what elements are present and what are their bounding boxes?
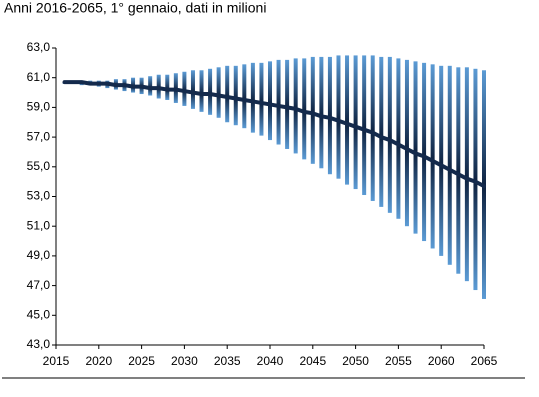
y-tick-label: 53,0 [27,189,51,203]
range-bar [276,59,281,145]
range-bar [225,65,230,123]
range-bar [422,62,427,242]
median-line [62,80,486,189]
x-tick-label: 2015 [43,354,70,368]
range-bar [336,55,341,179]
x-tick-label: 2050 [342,354,369,368]
range-bar [387,56,392,213]
range-bar [233,65,238,126]
y-tick-label: 55,0 [27,159,51,173]
x-tick-label: 2060 [428,354,455,368]
range-bar [370,55,375,201]
range-bar [302,58,307,160]
y-tick-label: 51,0 [27,218,51,232]
y-tick-label: 49,0 [27,248,51,262]
range-bar [327,56,332,175]
y-tick-label: 59,0 [27,100,51,114]
x-tick-label: 2035 [214,354,241,368]
range-bar [473,68,478,291]
range-bar [182,71,187,106]
range-bar [242,64,247,129]
y-tick-label: 63,0 [27,40,51,54]
range-bar [439,65,444,256]
range-bar [310,56,315,164]
x-tick-label: 2030 [171,354,198,368]
range-bar [353,55,358,190]
range-bar [464,67,469,282]
y-tick-label: 45,0 [27,307,51,321]
range-bar [404,59,409,227]
range-bar [165,74,170,100]
range-bar [199,70,204,112]
range-bar [250,62,255,133]
x-tick-label: 2055 [385,354,412,368]
x-tick-label: 2045 [299,354,326,368]
range-bar [268,61,272,141]
range-bar [413,61,418,234]
range-bar [379,56,384,207]
range-bar [148,76,153,96]
range-bar [345,55,350,185]
range-bar [319,56,324,169]
range-bar [259,62,264,136]
range-bar [208,68,213,115]
y-tick-label: 57,0 [27,129,51,143]
range-bar [285,59,290,149]
range-bar [293,58,298,154]
y-tick-label: 47,0 [27,278,51,292]
chart-title: Anni 2016-2065, 1° gennaio, dati in mili… [4,0,266,16]
range-bar [396,58,401,219]
range-bar [447,65,452,265]
range-bar [362,55,367,196]
range-bar [216,67,221,118]
x-tick-label: 2025 [128,354,155,368]
range-bar [190,70,195,109]
y-tick-label: 61,0 [27,70,51,84]
x-tick-label: 2065 [471,354,498,368]
y-tick-label: 43,0 [27,337,51,351]
x-tick-label: 2040 [257,354,284,368]
range-bar [456,67,461,274]
x-tick-label: 2020 [85,354,112,368]
range-bar [430,64,435,249]
